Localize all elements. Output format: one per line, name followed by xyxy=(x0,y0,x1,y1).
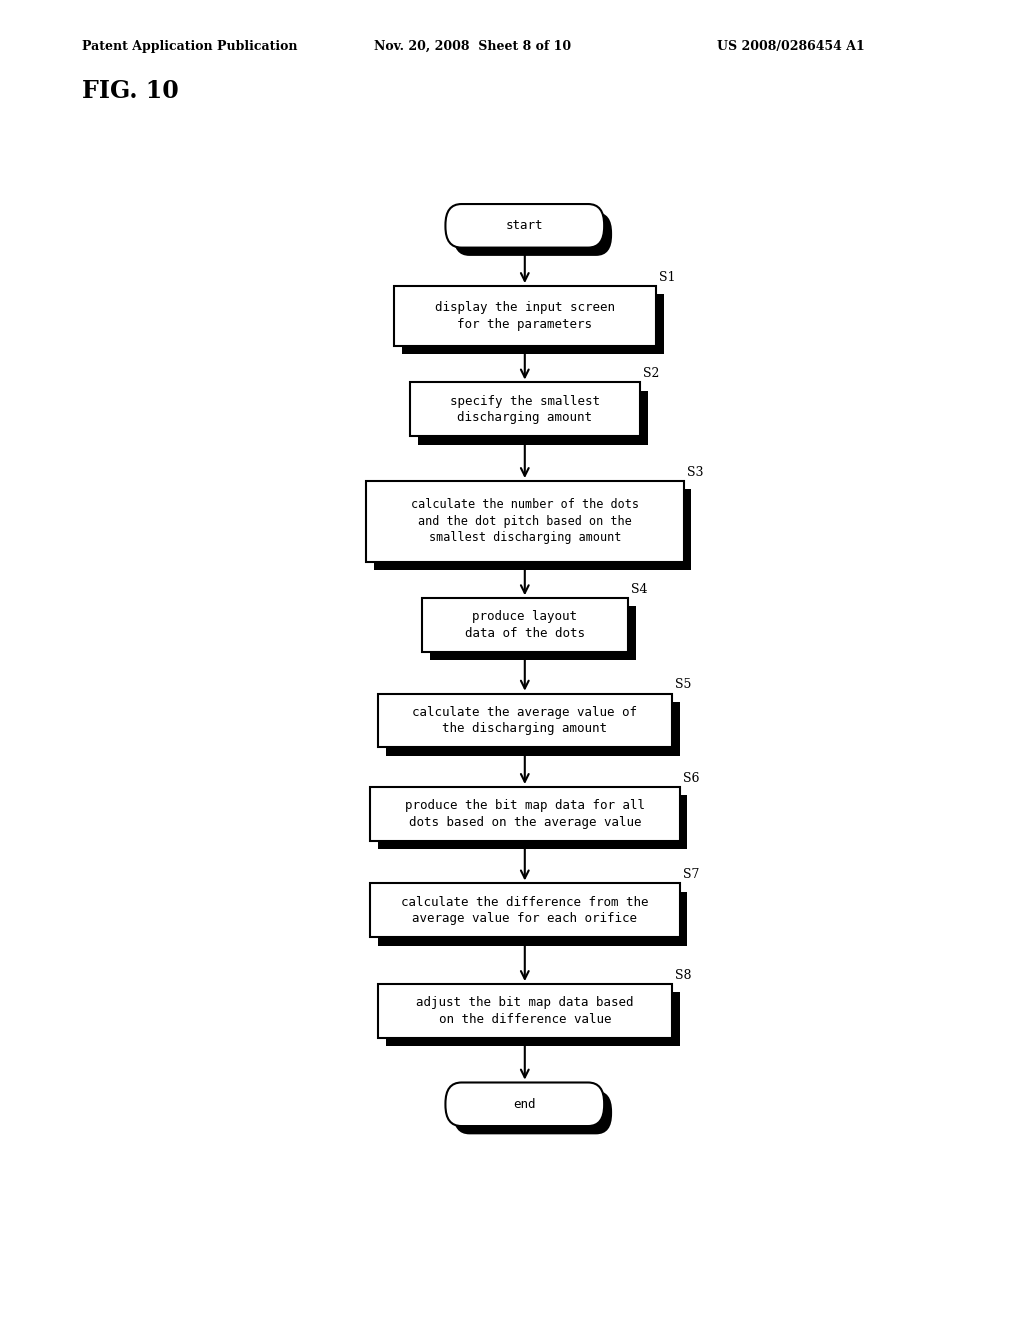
Text: S4: S4 xyxy=(631,583,647,597)
Text: calculate the average value of
the discharging amount: calculate the average value of the disch… xyxy=(413,706,637,735)
Text: Patent Application Publication: Patent Application Publication xyxy=(82,40,297,53)
Text: Nov. 20, 2008  Sheet 8 of 10: Nov. 20, 2008 Sheet 8 of 10 xyxy=(374,40,571,53)
Text: adjust the bit map data based
on the difference value: adjust the bit map data based on the dif… xyxy=(416,997,634,1026)
FancyBboxPatch shape xyxy=(378,983,672,1038)
FancyBboxPatch shape xyxy=(378,892,687,945)
FancyBboxPatch shape xyxy=(370,787,680,841)
FancyBboxPatch shape xyxy=(374,490,691,570)
FancyBboxPatch shape xyxy=(378,795,687,849)
Text: calculate the difference from the
average value for each orifice: calculate the difference from the averag… xyxy=(401,895,648,925)
FancyBboxPatch shape xyxy=(394,286,655,346)
Text: specify the smallest
discharging amount: specify the smallest discharging amount xyxy=(450,395,600,424)
FancyBboxPatch shape xyxy=(370,883,680,937)
FancyBboxPatch shape xyxy=(410,383,640,437)
FancyBboxPatch shape xyxy=(430,606,636,660)
FancyBboxPatch shape xyxy=(445,1082,604,1126)
Text: FIG. 10: FIG. 10 xyxy=(82,79,178,103)
Text: produce layout
data of the dots: produce layout data of the dots xyxy=(465,610,585,640)
Text: S2: S2 xyxy=(643,367,659,380)
Text: S8: S8 xyxy=(675,969,691,982)
Text: calculate the number of the dots
and the dot pitch based on the
smallest dischar: calculate the number of the dots and the… xyxy=(411,499,639,544)
Text: S6: S6 xyxy=(683,772,699,785)
FancyBboxPatch shape xyxy=(401,294,664,355)
FancyBboxPatch shape xyxy=(422,598,628,652)
FancyBboxPatch shape xyxy=(367,480,684,562)
Text: end: end xyxy=(514,1098,536,1110)
Text: S5: S5 xyxy=(675,678,691,692)
FancyBboxPatch shape xyxy=(418,391,648,445)
FancyBboxPatch shape xyxy=(454,213,612,256)
Text: S1: S1 xyxy=(658,271,676,284)
FancyBboxPatch shape xyxy=(445,205,604,248)
FancyBboxPatch shape xyxy=(378,693,672,747)
Text: US 2008/0286454 A1: US 2008/0286454 A1 xyxy=(717,40,864,53)
Text: display the input screen
for the parameters: display the input screen for the paramet… xyxy=(435,301,614,331)
Text: start: start xyxy=(506,219,544,232)
Text: S7: S7 xyxy=(683,869,699,882)
Text: produce the bit map data for all
dots based on the average value: produce the bit map data for all dots ba… xyxy=(404,799,645,829)
Text: S3: S3 xyxy=(687,466,703,479)
FancyBboxPatch shape xyxy=(454,1090,612,1134)
FancyBboxPatch shape xyxy=(386,702,680,756)
FancyBboxPatch shape xyxy=(386,993,680,1047)
